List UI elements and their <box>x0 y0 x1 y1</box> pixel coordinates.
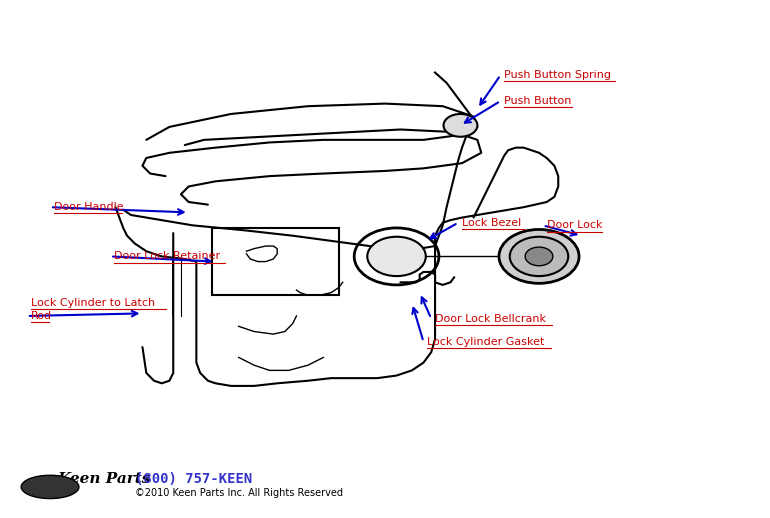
Text: (800) 757-KEEN: (800) 757-KEEN <box>135 472 252 486</box>
Text: Door Handle: Door Handle <box>54 202 123 212</box>
Text: Push Button Spring: Push Button Spring <box>504 70 611 80</box>
Bar <box>212 228 339 295</box>
Text: Door Lock Bellcrank: Door Lock Bellcrank <box>435 313 546 324</box>
Text: Rod: Rod <box>31 311 52 321</box>
Circle shape <box>444 114 477 137</box>
Ellipse shape <box>22 476 79 498</box>
Text: Keen Parts: Keen Parts <box>57 472 151 486</box>
Circle shape <box>499 229 579 283</box>
Text: Door Lock: Door Lock <box>547 220 602 231</box>
Text: Lock Cylinder Gasket: Lock Cylinder Gasket <box>427 337 544 347</box>
Text: Lock Bezel: Lock Bezel <box>462 218 521 228</box>
Circle shape <box>525 247 553 266</box>
Circle shape <box>510 237 568 276</box>
Text: Door Lock Retainer: Door Lock Retainer <box>114 251 220 262</box>
Text: Push Button: Push Button <box>504 96 571 106</box>
Circle shape <box>367 237 426 276</box>
Text: Lock Cylinder to Latch: Lock Cylinder to Latch <box>31 298 155 308</box>
Text: ©2010 Keen Parts Inc. All Rights Reserved: ©2010 Keen Parts Inc. All Rights Reserve… <box>135 488 343 498</box>
